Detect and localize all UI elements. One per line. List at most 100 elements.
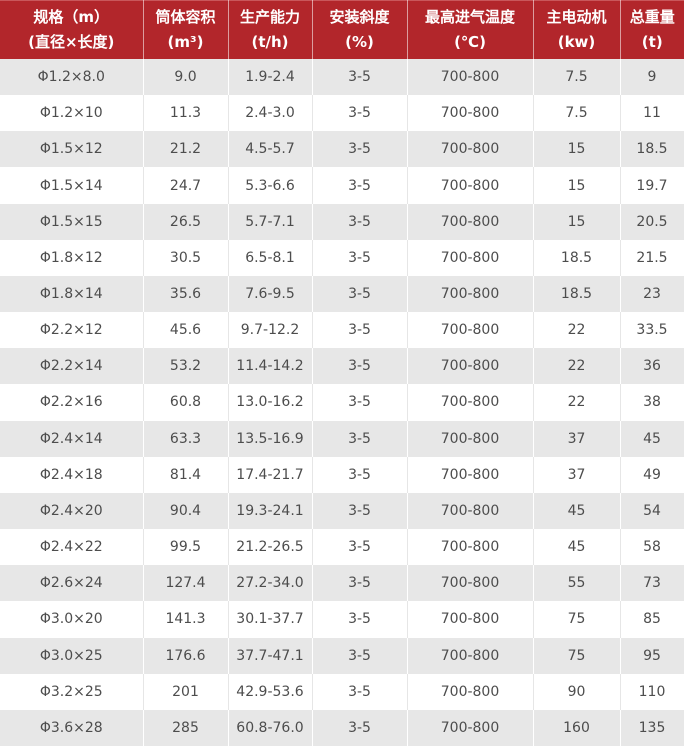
- table-cell: 3-5: [312, 239, 408, 276]
- table-cell: 7.6-9.5: [228, 275, 313, 313]
- table-row: Φ2.6×24 127.4 27.2-34.0 3-5 700-800 55 73: [0, 565, 684, 602]
- table-cell: 700-800: [407, 420, 534, 457]
- table-cell: 15: [533, 203, 621, 240]
- table-cell: 30.1-37.7: [228, 601, 313, 638]
- table-cell: 9.7-12.2: [228, 312, 313, 349]
- col-header-unit: (直径×长度): [28, 33, 115, 51]
- table-cell: 700-800: [407, 167, 534, 204]
- table-row: Φ3.6×28 285 60.8-76.0 3-5 700-800 160 135: [0, 709, 684, 746]
- table-cell: Φ2.2×12: [0, 312, 144, 349]
- col-header-title: 主电动机: [546, 8, 607, 26]
- col-header-title: 筒体容积: [155, 8, 216, 26]
- table-cell: 2.4-3.0: [228, 95, 313, 132]
- table-cell: 3-5: [312, 492, 408, 530]
- table-cell: 5.7-7.1: [228, 203, 313, 240]
- table-cell: 11.3: [143, 95, 229, 132]
- col-header-cylinder-volume: 筒体容积 (m³): [143, 0, 229, 59]
- table-cell: 5.3-6.6: [228, 167, 313, 204]
- table-cell: 3-5: [312, 275, 408, 313]
- col-header-title: 总重量: [629, 8, 675, 26]
- table-cell: 23: [620, 275, 684, 313]
- table-cell: 4.5-5.7: [228, 131, 313, 168]
- table-row: Φ2.2×14 53.2 11.4-14.2 3-5 700-800 22 36: [0, 348, 684, 385]
- col-header-max-inlet-temperature: 最高进气温度 (℃): [407, 0, 534, 59]
- table-cell: Φ2.4×20: [0, 492, 144, 530]
- table-row: Φ1.5×12 21.2 4.5-5.7 3-5 700-800 15 18.5: [0, 131, 684, 168]
- table-cell: 3-5: [312, 95, 408, 132]
- table-cell: 81.4: [143, 456, 229, 493]
- table-cell: Φ1.5×12: [0, 131, 144, 168]
- table-cell: 160: [533, 709, 621, 746]
- col-header-total-weight: 总重量 (t): [620, 0, 684, 59]
- table-row: Φ1.2×10 11.3 2.4-3.0 3-5 700-800 7.5 11: [0, 95, 684, 132]
- table-cell: Φ3.6×28: [0, 709, 144, 746]
- table-cell: 99.5: [143, 529, 229, 566]
- table-row: Φ2.2×16 60.8 13.0-16.2 3-5 700-800 22 38: [0, 384, 684, 421]
- table-cell: 13.5-16.9: [228, 420, 313, 457]
- table-cell: 53.2: [143, 348, 229, 385]
- table-cell: 45: [533, 529, 621, 566]
- table-cell: 3-5: [312, 312, 408, 349]
- table-cell: 18.5: [533, 275, 621, 313]
- table-cell: 3-5: [312, 167, 408, 204]
- table-cell: 45: [533, 492, 621, 530]
- table-cell: 3-5: [312, 637, 408, 674]
- table-cell: 19.3-24.1: [228, 492, 313, 530]
- table-cell: 54: [620, 492, 684, 530]
- col-header-unit: (t/h): [251, 33, 289, 51]
- table-cell: Φ1.5×14: [0, 167, 144, 204]
- table-row: Φ1.8×14 35.6 7.6-9.5 3-5 700-800 18.5 23: [0, 275, 684, 313]
- table-cell: 36: [620, 348, 684, 385]
- table-cell: 60.8: [143, 384, 229, 421]
- table-cell: 700-800: [407, 601, 534, 638]
- table-cell: 35.6: [143, 275, 229, 313]
- table-cell: 13.0-16.2: [228, 384, 313, 421]
- col-header-unit: (℃): [454, 33, 486, 51]
- col-header-production-capacity: 生产能力 (t/h): [228, 0, 313, 59]
- table-cell: 55: [533, 565, 621, 602]
- col-header-unit: (m³): [167, 33, 204, 51]
- table-row: Φ2.4×20 90.4 19.3-24.1 3-5 700-800 45 54: [0, 492, 684, 530]
- table-cell: 3-5: [312, 59, 408, 96]
- table-cell: 700-800: [407, 673, 534, 710]
- col-header-installation-slope: 安装斜度 (%): [312, 0, 408, 59]
- table-cell: 22: [533, 348, 621, 385]
- table-cell: 37.7-47.1: [228, 637, 313, 674]
- table-cell: Φ2.4×14: [0, 420, 144, 457]
- table-cell: 176.6: [143, 637, 229, 674]
- col-header-spec: 规格（m） (直径×长度): [0, 0, 144, 59]
- col-header-title: 生产能力: [239, 8, 300, 26]
- table-cell: 90: [533, 673, 621, 710]
- table-cell: 58: [620, 529, 684, 566]
- table-cell: 3-5: [312, 203, 408, 240]
- table-cell: Φ2.6×24: [0, 565, 144, 602]
- table-row: Φ1.5×14 24.7 5.3-6.6 3-5 700-800 15 19.7: [0, 167, 684, 204]
- table-cell: 73: [620, 565, 684, 602]
- table-cell: 3-5: [312, 384, 408, 421]
- col-header-unit: (t): [641, 33, 663, 51]
- table-cell: 75: [533, 601, 621, 638]
- table-cell: 24.7: [143, 167, 229, 204]
- table-cell: 3-5: [312, 131, 408, 168]
- table-cell: Φ2.4×18: [0, 456, 144, 493]
- table-cell: 21.5: [620, 239, 684, 276]
- table-cell: 90.4: [143, 492, 229, 530]
- table-row: Φ2.2×12 45.6 9.7-12.2 3-5 700-800 22 33.5: [0, 312, 684, 349]
- table-cell: 3-5: [312, 420, 408, 457]
- table-cell: Φ3.0×20: [0, 601, 144, 638]
- table-cell: Φ2.2×16: [0, 384, 144, 421]
- table-row: Φ2.4×18 81.4 17.4-21.7 3-5 700-800 37 49: [0, 456, 684, 493]
- col-header-title: 最高进气温度: [424, 8, 515, 26]
- table-cell: 11: [620, 95, 684, 132]
- table-cell: 60.8-76.0: [228, 709, 313, 746]
- table-cell: 19.7: [620, 167, 684, 204]
- table-row: Φ3.0×20 141.3 30.1-37.7 3-5 700-800 75 85: [0, 601, 684, 638]
- table-cell: 700-800: [407, 239, 534, 276]
- table-body: Φ1.2×8.0 9.0 1.9-2.4 3-5 700-800 7.5 9 Φ1.2×10 1…: [0, 59, 684, 746]
- table-cell: 700-800: [407, 275, 534, 313]
- table-row: Φ1.2×8.0 9.0 1.9-2.4 3-5 700-800 7.5 9: [0, 59, 684, 96]
- table-cell: 700-800: [407, 95, 534, 132]
- table-cell: 30.5: [143, 239, 229, 276]
- table-cell: 85: [620, 601, 684, 638]
- table-cell: 21.2: [143, 131, 229, 168]
